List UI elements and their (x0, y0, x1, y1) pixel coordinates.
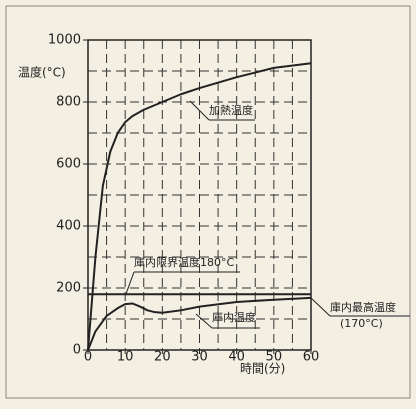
annotation: 庫内最高温度 (330, 300, 396, 314)
y-tick-label: 0 (73, 343, 81, 358)
y-tick-label: 800 (56, 95, 81, 110)
leader (125, 271, 135, 295)
x-tick-label: 40 (228, 350, 245, 365)
x-tick-label: 50 (266, 350, 283, 365)
x-axis-label: 時間(分) (240, 362, 285, 376)
leader (195, 313, 213, 329)
series-line (87, 296, 312, 351)
y-tick-label: 200 (56, 281, 81, 296)
series-line (87, 62, 312, 351)
frame (5, 5, 411, 399)
y-tick-label: 1000 (48, 33, 81, 48)
x-tick-label: 60 (303, 350, 320, 365)
y-tick-label: 400 (56, 219, 81, 234)
x-tick-label: 10 (117, 350, 134, 365)
y-tick-label: 600 (56, 157, 81, 172)
series-label: 庫内限界温度180°C (134, 255, 234, 269)
series-label: 庫内温度 (212, 310, 256, 324)
x-tick-label: 0 (84, 350, 92, 365)
leader (310, 297, 331, 317)
x-tick-label: 30 (191, 350, 208, 365)
annotation: (170°C) (340, 317, 383, 330)
series-label: 加熱温度 (209, 103, 253, 117)
x-tick-label: 20 (154, 350, 171, 365)
y-axis-label: 温度(°C) (18, 65, 66, 80)
